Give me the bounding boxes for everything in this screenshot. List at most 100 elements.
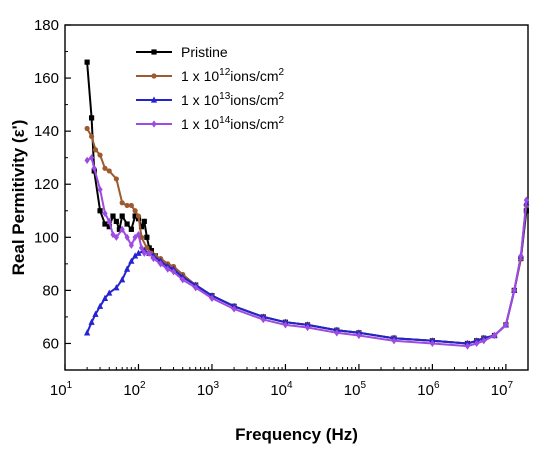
- data-point: [88, 115, 95, 121]
- data-point: [84, 329, 91, 336]
- data-point: [119, 225, 125, 233]
- data-point: [464, 342, 471, 350]
- y-tick-label: 120: [34, 176, 59, 193]
- y-tick-label: 100: [34, 229, 59, 246]
- data-point: [146, 249, 152, 257]
- legend-label: 1 x 1012ions/cm2: [181, 67, 285, 84]
- legend-item-3: 1 x 1013ions/cm2: [136, 91, 285, 108]
- data-point: [334, 329, 340, 337]
- y-tick-label: 160: [34, 70, 59, 87]
- data-point: [97, 208, 103, 214]
- data-point: [106, 168, 112, 174]
- data-point: [113, 176, 119, 182]
- x-axis-title: Frequency (Hz): [235, 425, 358, 444]
- legend-label: 1 x 1014ions/cm2: [181, 115, 285, 132]
- data-point: [141, 249, 147, 257]
- y-tick-label: 80: [42, 282, 59, 299]
- data-point: [503, 321, 509, 329]
- x-tick-label: 106: [417, 380, 440, 399]
- data-point: [110, 213, 116, 219]
- data-point: [231, 305, 237, 313]
- data-point: [260, 315, 266, 324]
- series-line: [86, 128, 528, 345]
- data-point: [474, 339, 480, 348]
- data-point: [511, 286, 517, 294]
- data-point: [304, 323, 311, 332]
- data-point: [97, 152, 103, 158]
- data-point: [84, 59, 90, 65]
- y-axis-title: Real Permitivity (ε'): [9, 120, 28, 276]
- data-point: [132, 213, 138, 219]
- data-point: [102, 209, 108, 218]
- data-point: [97, 185, 103, 194]
- series-3: [84, 199, 530, 347]
- data-point: [429, 339, 436, 348]
- data-point: [150, 96, 158, 103]
- data-point: [491, 331, 498, 340]
- data-point: [148, 247, 155, 254]
- x-tick-label: 105: [344, 380, 367, 399]
- data-point: [481, 337, 487, 345]
- data-point: [92, 310, 99, 317]
- legend-item-1: Pristine: [136, 44, 228, 60]
- data-point: [119, 276, 126, 283]
- data-point: [356, 331, 362, 340]
- data-point: [144, 245, 150, 251]
- legend-item-4: 1 x 1014ions/cm2: [136, 115, 285, 132]
- data-point: [124, 221, 130, 227]
- data-point: [193, 284, 199, 292]
- data-point: [282, 321, 289, 329]
- plot-frame: [64, 24, 529, 371]
- data-point: [101, 294, 109, 301]
- data-point: [151, 49, 157, 55]
- legend: Pristine 1 x 1012ions/cm2 1 x 1013ions/cm2…: [136, 44, 285, 132]
- data-point: [138, 224, 145, 230]
- data-point: [141, 218, 147, 224]
- x-tick-label: 104: [270, 380, 293, 399]
- data-point: [102, 221, 108, 227]
- data-point: [135, 213, 142, 219]
- data-point: [84, 125, 90, 132]
- data-point: [391, 337, 397, 345]
- data-point: [135, 249, 142, 256]
- data-point: [113, 284, 120, 291]
- data-point: [113, 218, 119, 224]
- data-point: [151, 120, 157, 128]
- data-point: [128, 226, 134, 232]
- y-tick-label: 140: [34, 123, 59, 140]
- data-point: [96, 302, 104, 309]
- series-line: [86, 62, 528, 345]
- legend-label: Pristine: [181, 44, 228, 60]
- series-4: [84, 154, 529, 350]
- x-tick-label: 103: [197, 380, 220, 399]
- data-point: [132, 208, 138, 214]
- data-point: [151, 73, 157, 79]
- data-point: [123, 265, 131, 272]
- data-point: [132, 252, 139, 259]
- data-point: [84, 156, 90, 164]
- data-point: [92, 147, 99, 153]
- data-point: [91, 164, 97, 172]
- data-point: [116, 226, 123, 232]
- x-tick-label: 101: [50, 380, 73, 399]
- data-point: [124, 233, 130, 241]
- data-point: [135, 231, 142, 239]
- data-point: [165, 265, 171, 273]
- data-point: [170, 268, 177, 276]
- data-point: [209, 294, 215, 302]
- data-point: [138, 244, 145, 252]
- data-point: [128, 257, 135, 264]
- data-point: [128, 202, 134, 209]
- data-point: [124, 202, 130, 209]
- data-point: [113, 233, 119, 241]
- data-point: [88, 133, 95, 140]
- data-point: [150, 254, 157, 263]
- series-layer: [84, 59, 530, 350]
- data-point: [102, 165, 108, 171]
- legend-label: 1 x 1013ions/cm2: [181, 91, 285, 108]
- series-2: [84, 125, 529, 347]
- x-tick-label: 107: [491, 380, 514, 399]
- data-point: [119, 200, 125, 206]
- axes: 60 80 100 120 140 160 180 101 102 103 104 105 106 107: [34, 17, 529, 399]
